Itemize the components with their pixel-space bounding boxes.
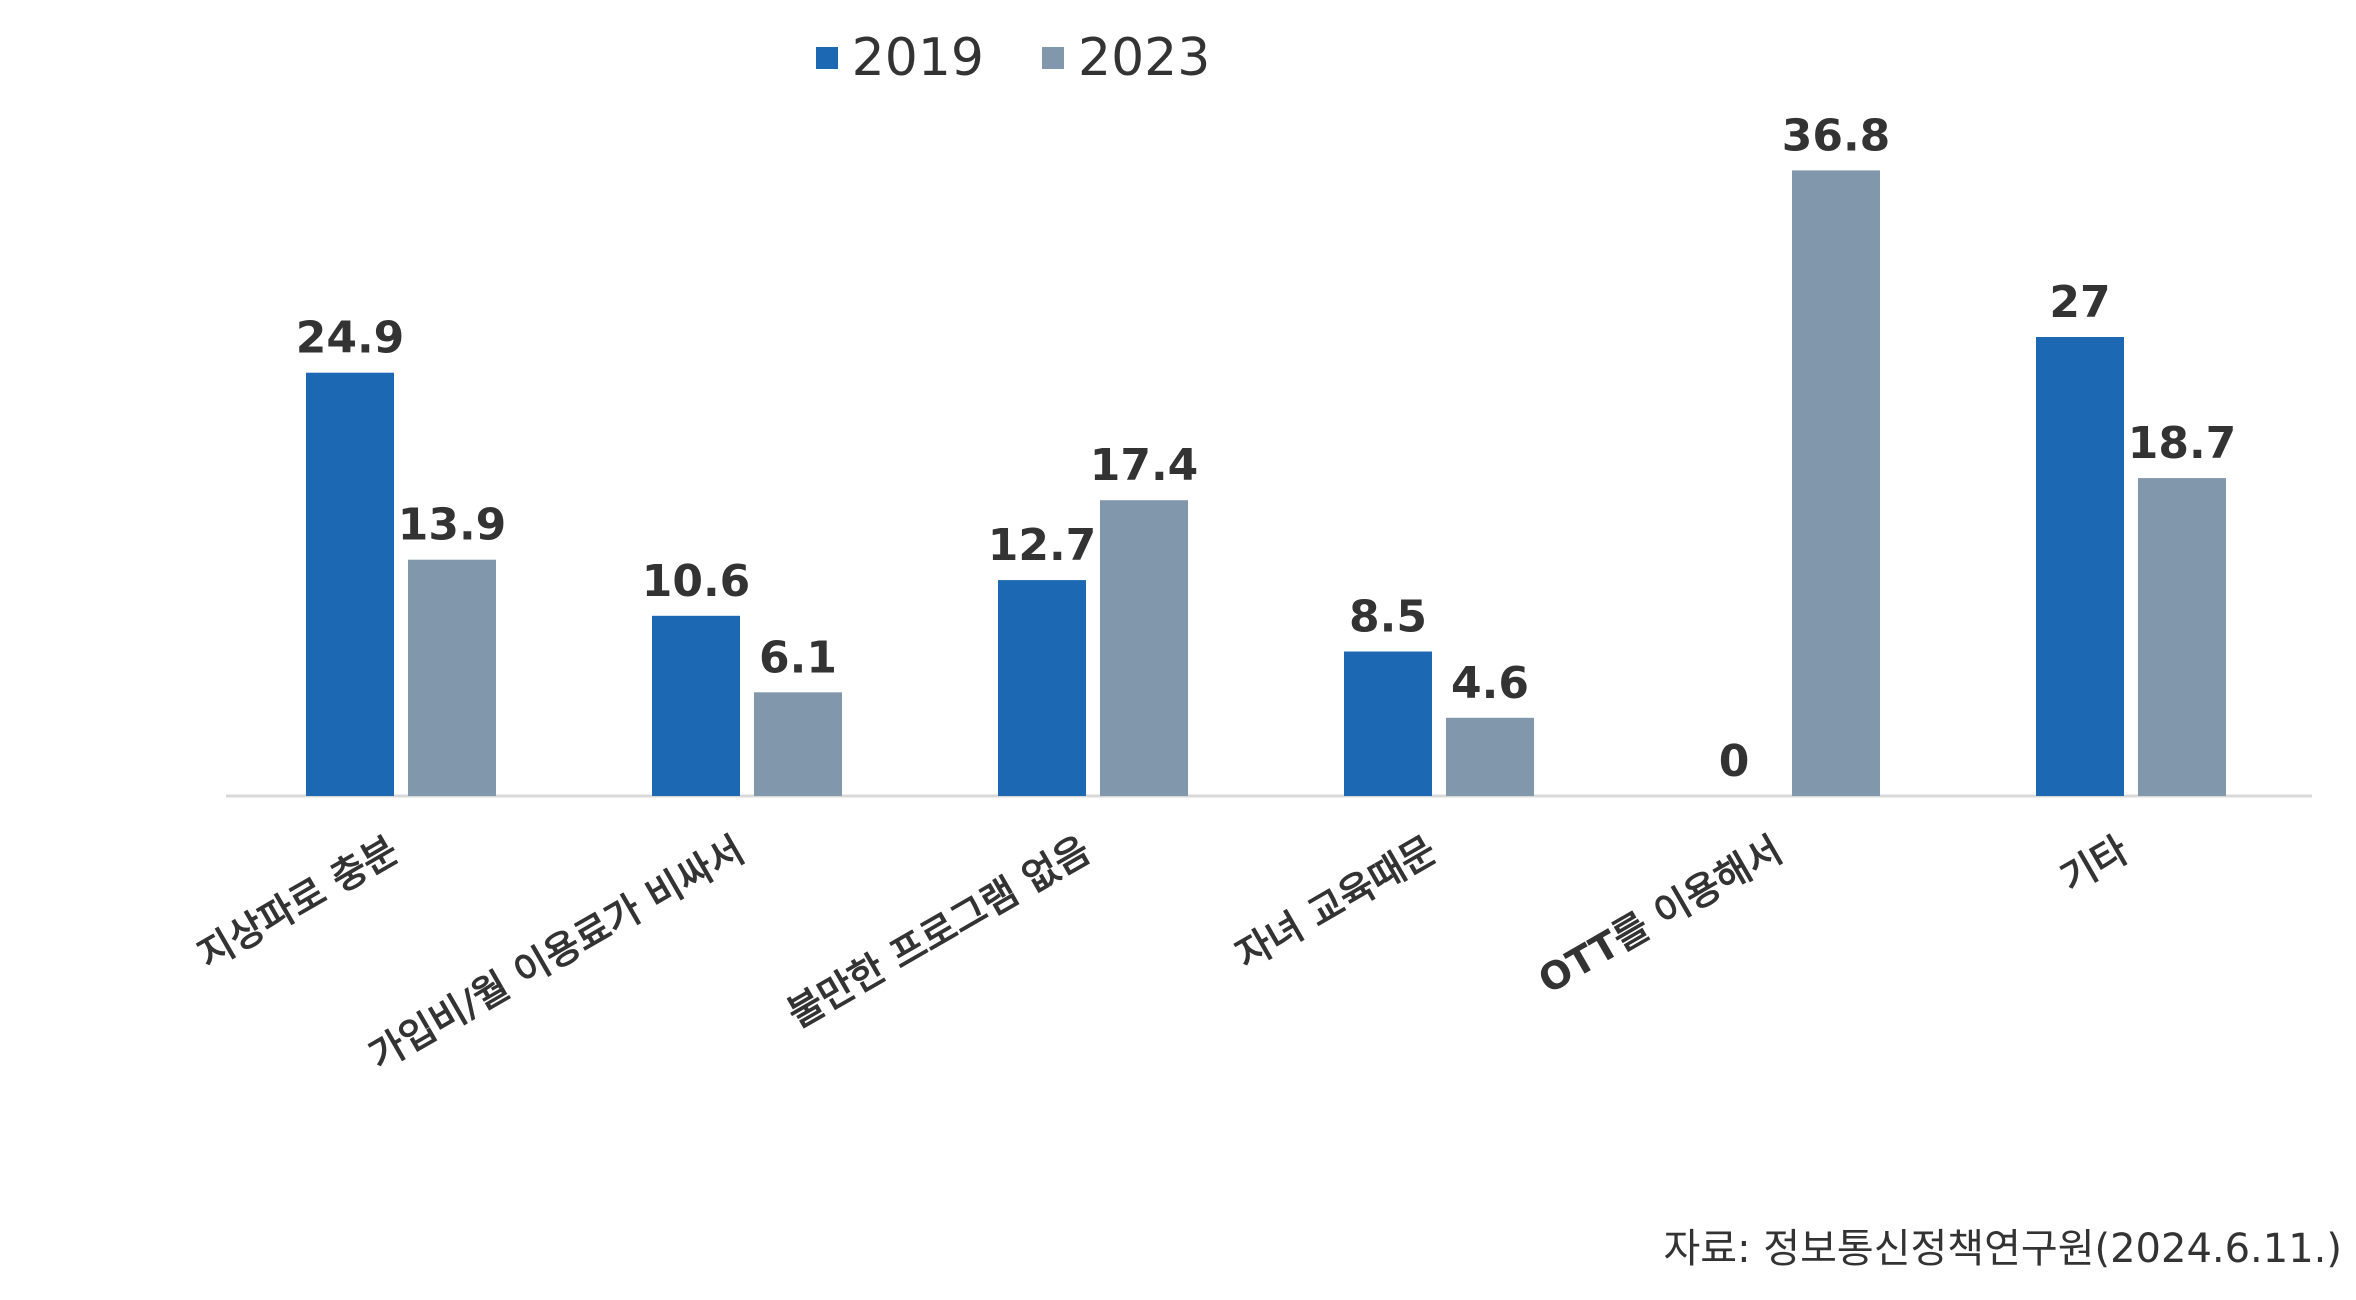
legend-swatch-2023 <box>1042 47 1064 69</box>
data-label-2019-4: 0 <box>1719 736 1750 787</box>
category-label-2: 불만한 프로그램 없음 <box>780 828 1097 1037</box>
category-label-0: 지상파로 충분 <box>190 828 405 978</box>
data-label-2019-1: 10.6 <box>642 556 751 607</box>
bar-2023-0 <box>408 559 496 796</box>
bar-2023-2 <box>1100 500 1188 796</box>
data-label-2023-4: 36.8 <box>1782 110 1891 161</box>
data-label-2019-0: 24.9 <box>296 313 405 364</box>
bar-2023-5 <box>2138 478 2226 796</box>
legend-swatch-2019 <box>815 47 838 69</box>
bar-2023-1 <box>754 692 842 796</box>
category-label-1: 가입비/월 이용료가 비싸서 <box>362 828 752 1079</box>
data-label-2023-0: 13.9 <box>398 500 507 551</box>
category-label-5: 기타 <box>2053 828 2136 901</box>
data-label-2023-2: 17.4 <box>1090 440 1199 491</box>
bar-2023-3 <box>1446 717 1534 796</box>
data-label-2023-1: 6.1 <box>759 632 837 683</box>
data-label-2019-2: 12.7 <box>988 520 1097 571</box>
category-label-3: 자녀 교육때문 <box>1228 828 1443 978</box>
legend-item-2023: 2023 <box>1042 28 1210 88</box>
legend-label-2023: 2023 <box>1078 28 1211 88</box>
bar-2019-3 <box>1344 651 1432 796</box>
data-label-2023-3: 4.6 <box>1451 658 1529 709</box>
bar-2019-0 <box>306 372 394 796</box>
chart-legend: 2019 2023 <box>0 28 2356 88</box>
bar-2019-1 <box>652 615 740 796</box>
category-label-4: OTT를 이용해서 <box>1531 828 1789 1003</box>
bar-2023-4 <box>1792 170 1880 796</box>
data-label-2019-3: 8.5 <box>1349 592 1427 643</box>
legend-item-2019: 2019 <box>815 28 984 88</box>
legend-label-2019: 2019 <box>851 28 984 88</box>
source-note: 자료: 정보통신정책연구원(2024.6.11.) <box>1663 1226 2343 1272</box>
data-label-2023-5: 18.7 <box>2128 418 2237 469</box>
bar-2019-2 <box>998 580 1086 796</box>
bar-2019-5 <box>2036 337 2124 796</box>
data-label-2019-5: 27 <box>2049 277 2110 328</box>
